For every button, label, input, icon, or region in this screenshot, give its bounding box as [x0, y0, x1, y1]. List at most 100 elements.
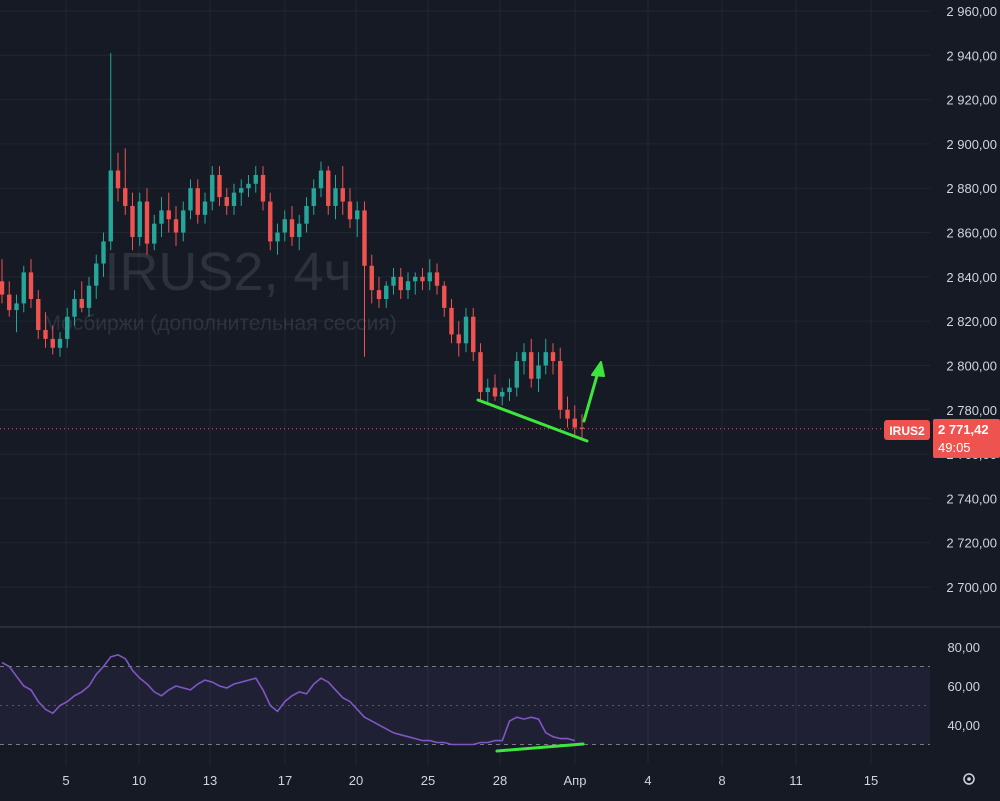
candle-body: [471, 316, 476, 353]
candle-body: [239, 188, 244, 193]
candle-body: [442, 285, 447, 308]
gear-icon[interactable]: [963, 773, 975, 785]
price-axis-label: 2 900,00: [946, 137, 997, 152]
candle: [57, 332, 63, 357]
candle: [137, 192, 142, 246]
candle-body: [449, 307, 454, 335]
candle: [449, 299, 454, 344]
candle-body: [210, 174, 215, 202]
candle-body: [101, 241, 106, 264]
candle-body: [565, 409, 570, 419]
candle-body: [355, 210, 360, 220]
candle-body: [529, 352, 534, 379]
candle-body: [7, 294, 12, 311]
candle: [108, 53, 113, 251]
candle-body: [173, 219, 179, 233]
candle-body: [521, 352, 527, 362]
time-axis-label: 8: [718, 773, 725, 788]
candle: [86, 276, 92, 317]
candle: [507, 378, 512, 401]
price-axis-label: 2 860,00: [946, 226, 997, 241]
price-trendline[interactable]: [476, 398, 589, 443]
candle: [572, 405, 577, 437]
rsi-trendline[interactable]: [495, 742, 585, 753]
candle-body: [50, 338, 55, 348]
candle-body: [123, 188, 128, 206]
candle-body: [369, 265, 374, 291]
gridlines: [0, 0, 930, 765]
price-axis[interactable]: 2 960,00 2 940,00 2 920,00 2 900,00 2 880,00…: [946, 4, 997, 595]
candle-body: [14, 303, 19, 311]
candle-body: [43, 330, 48, 339]
time-axis[interactable]: 5 10 13 17 20 25 28 Апр 4 8 11 15: [62, 773, 878, 788]
price-axis-label: 2 880,00: [946, 181, 997, 196]
candle-body: [79, 299, 84, 308]
candle-body: [543, 352, 548, 366]
price-axis-label: 2 720,00: [946, 536, 997, 551]
candle: [181, 201, 186, 242]
candle: [289, 205, 295, 246]
candle-body: [333, 188, 338, 206]
candle-body: [36, 299, 41, 331]
candle-body: [181, 210, 186, 233]
candle-body: [340, 188, 345, 202]
candle: [398, 267, 403, 299]
candle: [130, 192, 135, 251]
candle-body: [463, 316, 469, 344]
time-axis-label: 17: [278, 773, 292, 788]
rsi-axis[interactable]: 80,00 60,00 40,00: [947, 640, 980, 733]
candle-body: [253, 174, 258, 184]
countdown-timer: 49:05: [938, 440, 971, 455]
candle: [282, 210, 287, 242]
candle-body: [152, 223, 157, 244]
candle: [253, 166, 258, 193]
candle: [521, 343, 527, 375]
candle: [94, 254, 99, 299]
candle: [456, 321, 461, 357]
candle-body: [202, 201, 208, 215]
symbol-label-text: IRUS2: [889, 424, 925, 438]
candle: [28, 259, 34, 308]
candle: [463, 307, 469, 353]
price-axis-label: 2 740,00: [946, 491, 997, 506]
candle-body: [57, 338, 63, 348]
candle: [579, 414, 585, 441]
arrow-up-icon[interactable]: [591, 361, 605, 377]
candle-body: [260, 174, 266, 202]
candle: [224, 188, 229, 215]
candle: [173, 205, 179, 246]
candle-body: [224, 197, 229, 206]
candle: [152, 214, 157, 251]
rsi-line: [1, 653, 576, 746]
candle: [405, 272, 411, 299]
time-axis-label: 4: [644, 773, 651, 788]
candle-body: [326, 170, 331, 206]
candle-body: [282, 219, 287, 233]
candle: [7, 281, 12, 317]
candle: [413, 272, 418, 295]
arrow-shaft[interactable]: [582, 370, 600, 423]
candle: [362, 201, 367, 357]
candle-body: [347, 201, 353, 220]
candle: [384, 281, 389, 308]
candle: [420, 267, 425, 291]
time-axis-label: 10: [132, 773, 146, 788]
candle-body: [478, 352, 483, 393]
price-axis-label: 2 820,00: [946, 314, 997, 329]
candle-body: [231, 192, 237, 206]
candle: [485, 378, 490, 406]
candle: [268, 192, 273, 251]
watermark-subtitle: Мосбиржи (дополнительная сессия): [43, 312, 396, 335]
rsi-axis-label: 40,00: [947, 718, 980, 733]
candle: [471, 307, 476, 362]
price-axis-label: 2 960,00: [946, 4, 997, 19]
candle: [0, 259, 5, 304]
candle-body: [28, 272, 34, 299]
candle: [442, 281, 447, 317]
candle: [159, 197, 164, 237]
candle-body: [391, 276, 396, 286]
candle: [14, 294, 19, 333]
candle: [500, 387, 505, 406]
